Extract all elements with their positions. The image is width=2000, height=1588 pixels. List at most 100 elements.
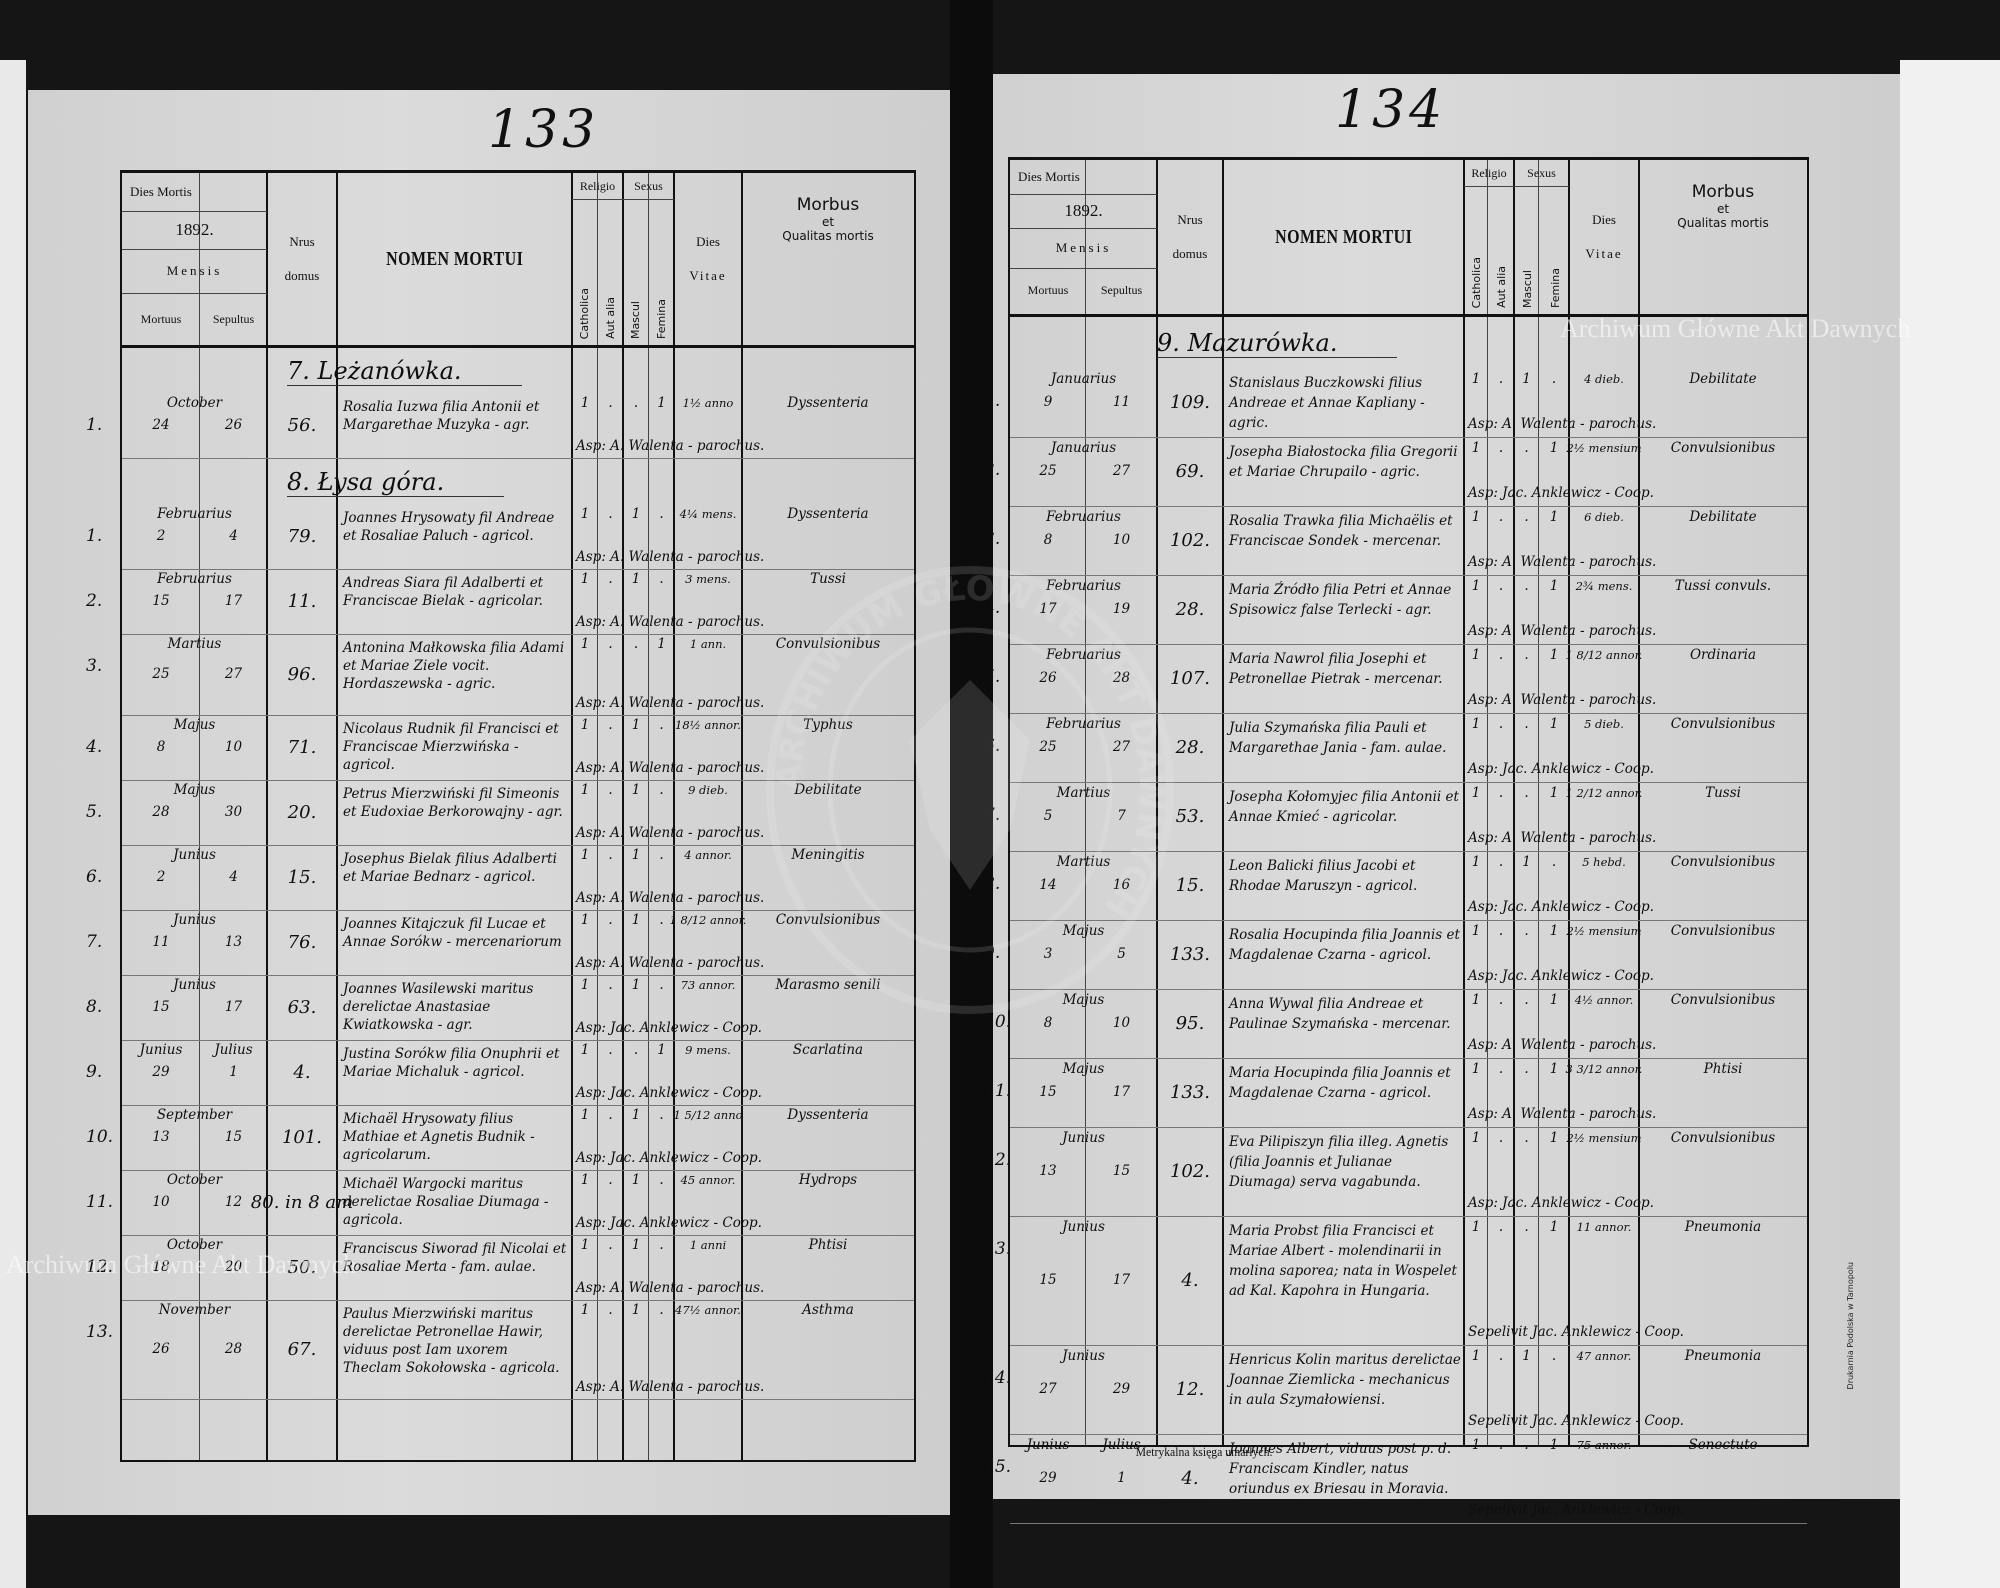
- house-number: 102.: [1169, 1161, 1211, 1182]
- day-sepultus: 26: [224, 417, 243, 433]
- age-at-death: 1 8/12 annor.: [1565, 648, 1643, 662]
- house-number: 12.: [1175, 1379, 1205, 1400]
- mark-catholica: 1: [580, 395, 590, 411]
- header-qualitas: Qualitas mortis: [782, 229, 874, 243]
- table-body: 9. Mazurówka. 1. Januarius 9 11 109. Stanislau…: [984, 317, 1807, 1524]
- mark-aut-alia: .: [608, 782, 613, 798]
- column-rule: [336, 173, 338, 1460]
- header-domus: domus: [1172, 246, 1208, 261]
- cause-of-death: Tussi convuls.: [1674, 578, 1772, 594]
- mark-mascul: .: [633, 636, 639, 652]
- house-number: 50.: [287, 1257, 317, 1278]
- month-of-death: Junius: [173, 912, 216, 928]
- cause-of-death: Debilitate: [1689, 371, 1757, 387]
- mark-mascul: .: [1524, 509, 1529, 525]
- column-rule: [648, 173, 649, 1460]
- mark-catholica: 1: [580, 1172, 590, 1188]
- header-femina: Femina: [654, 299, 668, 339]
- month-of-death: Februarius: [1046, 647, 1121, 663]
- mark-aut-alia: .: [608, 717, 613, 733]
- age-at-death: 1 2/12 annor.: [1565, 786, 1643, 800]
- header-aut-alia: Aut alia: [603, 297, 617, 339]
- printer-imprint: Drukarnia Podolska w Tarnopolu: [1846, 1262, 1855, 1390]
- age-at-death: 9 dieb.: [688, 783, 728, 797]
- header-mensis: Mensis: [122, 249, 267, 295]
- register-table-left: Dies Mortis 1892. Mensis Mortuus Sepultus Nru…: [86, 170, 916, 1462]
- mark-mascul: .: [1524, 716, 1529, 732]
- name-of-deceased: Franciscus Siworad fil Nicolai et Rosali…: [343, 1241, 567, 1275]
- register-entry: 4. Majus 8 10 71. Nicolaus Rudnik fil Francis…: [86, 716, 914, 781]
- register-entry: 2. Januarius 25 27 69. Josepha Białostocka fi…: [984, 438, 1807, 507]
- day-sepultus: 13: [224, 934, 243, 950]
- table-header: Dies Mortis 1892. Mensis Mortuus Sepultus Nru…: [1010, 160, 1807, 317]
- month-of-death: Februarius: [1046, 578, 1121, 594]
- mark-mascul: .: [1524, 1130, 1529, 1146]
- day-mortuus: 25: [1039, 739, 1057, 755]
- name-of-deceased: Josepha Białostocka filia Gregorii et Ma…: [1229, 444, 1458, 480]
- section-title: 7. Leżanówka.: [287, 357, 522, 386]
- cause-of-death: Convulsionibus: [1670, 1130, 1776, 1146]
- mark-aut-alia: .: [608, 1107, 613, 1123]
- month-of-death: October: [166, 1172, 223, 1188]
- house-number: 107.: [1169, 668, 1211, 689]
- burial-officiant: Asp: A. Walenta - parochus.: [1468, 416, 1657, 432]
- header-domus: domus: [284, 268, 320, 283]
- mark-catholica: 1: [580, 977, 590, 993]
- day-sepultus: 29: [1112, 1381, 1131, 1397]
- header-dies: Dies: [696, 234, 720, 249]
- age-at-death: 2½ mensium: [1566, 924, 1642, 938]
- mark-mascul: 1: [631, 717, 641, 733]
- mark-femina: .: [659, 912, 664, 928]
- month-of-death: September: [156, 1107, 233, 1123]
- mark-aut-alia: .: [608, 1302, 613, 1318]
- register-entry: 12. October 18 20 50. Franciscus Siworad fil …: [86, 1236, 914, 1301]
- mark-aut-alia: .: [608, 395, 613, 411]
- day-mortuus: 26: [1039, 670, 1057, 686]
- entry-number: 8.: [984, 874, 1001, 894]
- day-sepultus: 4: [229, 528, 238, 544]
- entry-number: 3.: [984, 529, 1001, 549]
- header-nomen: NOMEN MORTUI: [337, 173, 572, 345]
- month-sepultus: Julius: [214, 1042, 253, 1058]
- day-sepultus: 4: [229, 869, 238, 885]
- header-catholica-cell: Catholica: [1464, 187, 1489, 314]
- mark-aut-alia: .: [608, 912, 613, 928]
- house-number: 95.: [1175, 1013, 1205, 1034]
- mark-mascul: 1: [1522, 1348, 1531, 1364]
- day-mortuus: 29: [152, 1064, 170, 1080]
- cause-of-death: Meningitis: [791, 847, 865, 863]
- house-number: 69.: [1175, 461, 1205, 482]
- mark-catholica: 1: [1471, 1219, 1481, 1235]
- mark-femina: .: [659, 717, 664, 733]
- column-rule: [1513, 160, 1515, 1445]
- burial-officiant: Asp: A. Walenta - parochus.: [1468, 830, 1657, 846]
- day-mortuus: 17: [1039, 601, 1057, 617]
- mark-femina: .: [659, 1107, 664, 1123]
- header-morbus: Morbus et Qualitas mortis: [1639, 160, 1807, 314]
- header-religio-sub: Catholica Aut alia: [572, 200, 623, 345]
- burial-officiant: Asp: Jac. Anklewicz - Coop.: [1468, 899, 1654, 915]
- month-of-death: Junius: [173, 847, 216, 863]
- day-sepultus: 15: [224, 1129, 243, 1145]
- mark-catholica: 1: [580, 571, 590, 587]
- month-of-death: November: [158, 1302, 231, 1318]
- village-section-heading: 7. Leżanówka.: [122, 348, 914, 394]
- month-of-death: Majus: [1062, 1061, 1105, 1077]
- section-title: 9. Mazurówka.: [1157, 329, 1398, 358]
- entry-number: 11.: [984, 1081, 1012, 1101]
- header-nomen: NOMEN MORTUI: [1223, 160, 1464, 314]
- age-at-death: 5 dieb.: [1584, 717, 1624, 731]
- month-of-death: Majus: [1062, 992, 1105, 1008]
- entry-number: 11.: [86, 1192, 114, 1212]
- mark-mascul: 1: [631, 1237, 641, 1253]
- mark-femina: 1: [657, 1042, 666, 1058]
- mark-aut-alia: .: [608, 847, 613, 863]
- mark-aut-alia: .: [1498, 440, 1504, 456]
- column-rule: [571, 173, 573, 1460]
- entry-number: 5.: [984, 667, 1001, 687]
- header-et: et: [1716, 202, 1730, 216]
- entry-number: 6.: [984, 736, 1000, 756]
- section-title: 8. Łysa góra.: [287, 468, 505, 497]
- mark-mascul: .: [1524, 440, 1529, 456]
- register-entry: 2. Februarius 15 17 11. Andreas Siara fil Ada…: [86, 570, 914, 635]
